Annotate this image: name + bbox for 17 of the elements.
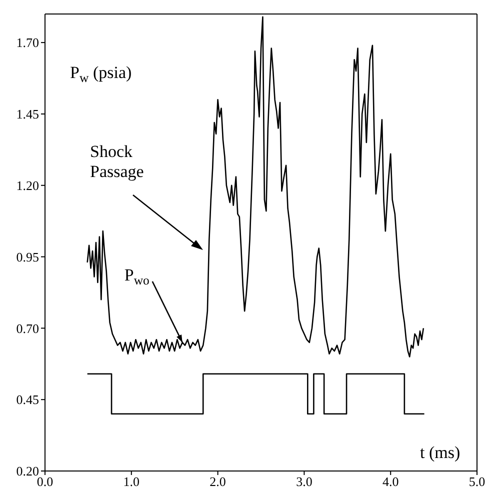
y-tick-label: 0.20 (16, 464, 39, 479)
annotation: Shock Passage (90, 142, 144, 181)
x-tick-label: 2.0 (210, 474, 226, 490)
y-tick-label: 1.70 (16, 35, 39, 50)
x-tick-label: 4.0 (382, 474, 399, 490)
annotation: P$_{wo}$ (124, 265, 150, 288)
x-tick-label: 0.0 (36, 474, 54, 490)
y-tick-label: 1.45 (16, 106, 39, 122)
x-axis-title: t (ms) (420, 443, 460, 462)
y-tick-label: 0.45 (16, 392, 39, 408)
y-tick-label: 0.70 (16, 320, 39, 336)
y-tick-label: 0.95 (16, 249, 39, 264)
x-tick-label: 5.0 (468, 474, 486, 490)
x-tick-label: 1.0 (123, 474, 140, 490)
y-axis-title: P$_{w}$ (psia) (70, 63, 132, 85)
x-tick-label: 3.0 (296, 474, 312, 490)
y-tick-label: 1.20 (16, 178, 39, 193)
